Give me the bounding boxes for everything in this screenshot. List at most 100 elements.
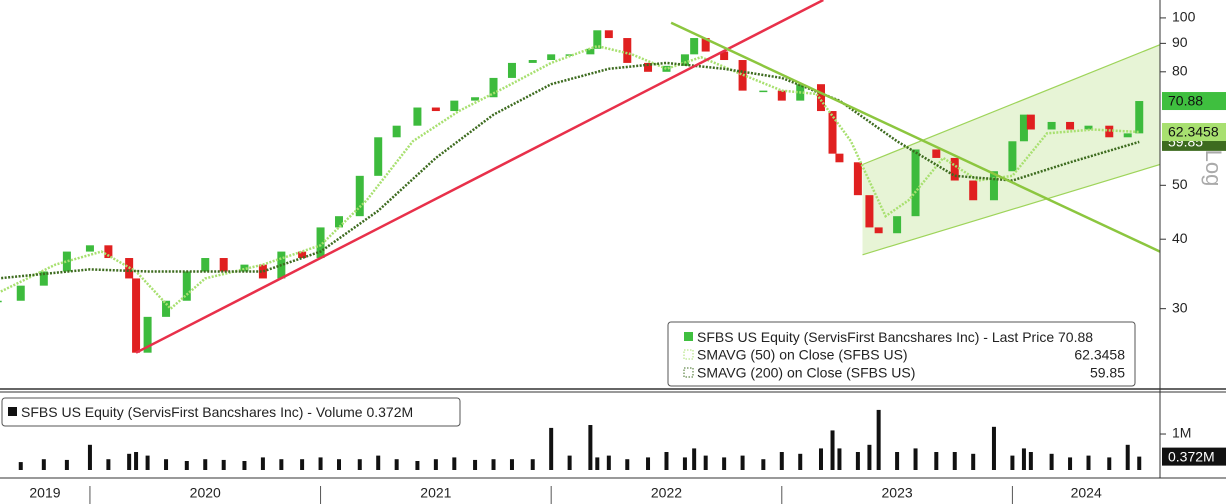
volume-bar [646, 457, 651, 470]
candle [316, 227, 325, 259]
volume-bar [779, 452, 784, 470]
volume-bar [595, 457, 600, 470]
candle [85, 245, 94, 252]
volume-bar [1049, 453, 1054, 470]
legend-box [1, 397, 461, 427]
candle [392, 125, 401, 138]
candle [240, 264, 249, 272]
candle [1123, 133, 1132, 138]
legend-swatch [8, 407, 17, 416]
volume-bar [913, 448, 918, 470]
volume-bar [242, 461, 247, 470]
volume-bar [830, 430, 835, 470]
candle [1008, 141, 1017, 172]
legend-box [667, 321, 1136, 387]
x-tick-label: 2022 [651, 485, 682, 501]
volume-bar [625, 459, 630, 470]
volume-bar [106, 459, 111, 470]
candle [258, 264, 267, 279]
legend-value: 59.85 [1090, 365, 1125, 381]
candle [0, 300, 2, 303]
candle [335, 216, 344, 228]
candle [759, 90, 768, 93]
scale-label: Log [1201, 150, 1226, 187]
volume-bar [145, 455, 150, 470]
channel-line [862, 44, 1160, 166]
candle [969, 180, 978, 201]
candle [201, 258, 210, 272]
volume-bar [867, 444, 872, 470]
volume-bar [452, 457, 457, 470]
volume-bar [530, 459, 535, 470]
volume-bar [722, 457, 727, 470]
volume-bar [1125, 444, 1130, 470]
volume-bar [491, 459, 496, 470]
volume-bar [203, 459, 208, 470]
volume-bar [682, 457, 687, 470]
volume-bar [433, 459, 438, 470]
candle [662, 65, 671, 72]
x-tick-label: 2020 [190, 485, 221, 501]
candle [1135, 101, 1144, 134]
volume-bar [818, 448, 823, 470]
volume-bar [1010, 455, 1015, 470]
volume-bar [740, 455, 745, 470]
legend-swatch [683, 349, 694, 360]
price-panel [0, 0, 1160, 354]
candle [182, 271, 191, 301]
candle [720, 51, 729, 61]
volume-bar [895, 452, 900, 470]
candle [1084, 125, 1093, 130]
legend: SFBS US Equity (ServisFirst Bancshares I… [1, 321, 1136, 427]
candle [950, 157, 959, 181]
last-value-badge: 0.372M [1162, 447, 1226, 466]
candle [738, 60, 747, 91]
candle [489, 77, 498, 98]
volume-bar [567, 455, 572, 470]
candle [132, 278, 141, 353]
candle [547, 54, 556, 61]
volume-bar [415, 461, 420, 470]
legend-swatch [684, 332, 693, 341]
volume-bar [588, 425, 593, 470]
legend-label: SMAVG (50) on Close (SFBS US) [697, 347, 908, 363]
candle [680, 54, 689, 66]
volume-bar [692, 448, 697, 470]
candle [644, 62, 653, 72]
last-value-badge: 62.3458 [1162, 123, 1226, 142]
y-tick-label: 30 [1172, 299, 1188, 315]
volume-bar [606, 455, 611, 470]
x-tick-label: 2019 [29, 485, 60, 501]
candle [39, 271, 48, 286]
volume-bar [87, 444, 92, 470]
candle [865, 195, 874, 228]
volume-bar [1137, 456, 1142, 470]
volume-bar [376, 455, 381, 470]
volume-bar [184, 461, 189, 470]
volume-bar [1086, 455, 1091, 470]
volume-bar [41, 459, 46, 470]
volume-bar [300, 459, 305, 470]
x-tick-label: 2021 [420, 485, 451, 501]
x-tick-label: 2024 [1071, 485, 1102, 501]
badge-label: 70.88 [1168, 93, 1203, 109]
volume-bar [260, 457, 265, 470]
trendline [670, 21, 1160, 253]
badge-label: 0.372M [1168, 448, 1215, 464]
volume-bar [318, 457, 323, 470]
volume-bar [357, 459, 362, 470]
candle [828, 111, 837, 154]
volume-bar [664, 452, 669, 470]
last-value-badge: 70.88 [1162, 92, 1226, 111]
candle [528, 60, 537, 63]
volume-bar [1068, 457, 1073, 470]
badge-label: 62.3458 [1168, 124, 1219, 140]
candle [777, 90, 786, 101]
volume-bar [1107, 457, 1112, 470]
legend-label: SFBS US Equity (ServisFirst Bancshares I… [21, 404, 363, 420]
volume-bar [473, 459, 478, 470]
candle [374, 137, 383, 176]
legend-entry: SFBS US Equity (ServisFirst Bancshares I… [697, 329, 1093, 345]
